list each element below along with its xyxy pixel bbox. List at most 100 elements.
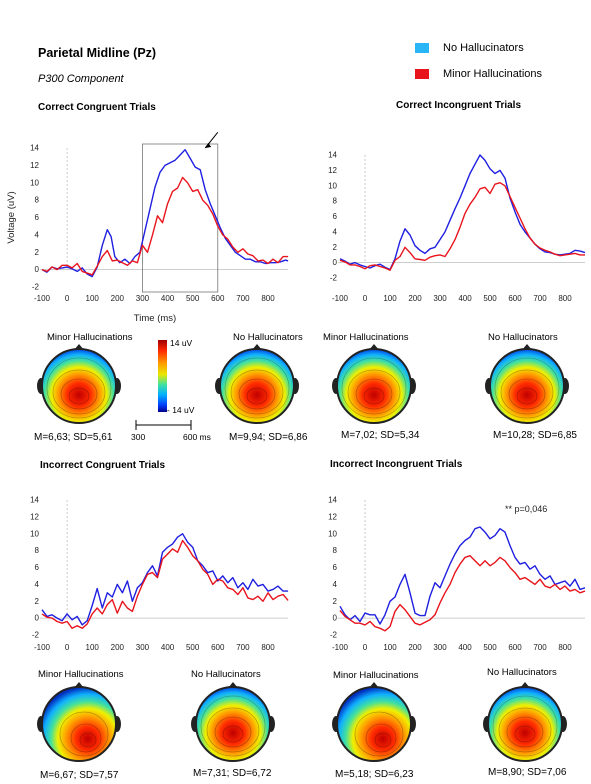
series-line-minor-hallucinations bbox=[41, 176, 289, 276]
x-tick-label: 600 bbox=[211, 643, 225, 652]
legend-swatch-red bbox=[415, 69, 429, 79]
y-tick-label: 2 bbox=[333, 243, 338, 252]
x-tick-label: 800 bbox=[261, 643, 275, 652]
p300-window-box bbox=[142, 143, 219, 293]
panel-title-incorrect-congruent: Incorrect Congruent Trials bbox=[40, 460, 166, 471]
y-axis-label: Voltage (uV) bbox=[6, 191, 17, 243]
stat-label: M=6,67; SD=7,57 bbox=[40, 770, 119, 781]
x-tick-label: 300 bbox=[136, 294, 150, 303]
legend-swatch-blue bbox=[415, 43, 429, 53]
x-tick-label: -100 bbox=[34, 294, 51, 303]
topomap-none-incorrect-congruent bbox=[190, 682, 276, 764]
topomap-label: No Hallucinators bbox=[487, 667, 557, 678]
stat-label: M=5,18; SD=6,23 bbox=[335, 769, 414, 780]
y-tick-label: 4 bbox=[333, 580, 338, 589]
y-tick-label: -2 bbox=[32, 631, 40, 640]
y-tick-label: 2 bbox=[333, 597, 338, 606]
topomap-minor-incorrect-incongruent bbox=[331, 682, 417, 764]
time-window-bracket bbox=[135, 420, 192, 430]
x-tick-label: 0 bbox=[363, 643, 368, 652]
page-title: Parietal Midline (Pz) bbox=[38, 46, 157, 60]
stat-label: M=6,63; SD=5,61 bbox=[34, 432, 113, 443]
y-tick-label: 4 bbox=[35, 580, 40, 589]
y-tick-label: 6 bbox=[333, 212, 338, 221]
erp-chart-correct-congruent: -2 0 2 4 6 8 10 12 14 -100 0 100 200 300 400 500 600 700 8… bbox=[6, 130, 289, 324]
stat-label: M=7,02; SD=5,34 bbox=[341, 430, 420, 441]
x-tick-label: 0 bbox=[65, 294, 70, 303]
x-tick-label: 100 bbox=[383, 643, 397, 652]
y-tick-label: 14 bbox=[328, 496, 337, 505]
series-line-minor-hallucinations bbox=[339, 554, 586, 632]
topomap-minor-correct-incongruent bbox=[331, 344, 417, 426]
y-tick-label: 2 bbox=[35, 248, 40, 257]
x-tick-label: 700 bbox=[533, 294, 547, 303]
stat-label: M=9,94; SD=6,86 bbox=[229, 432, 308, 443]
legend-label: Minor Hallucinations bbox=[443, 68, 543, 80]
x-tick-label: 600 bbox=[508, 643, 522, 652]
y-tick-label: -2 bbox=[330, 631, 338, 640]
y-tick-label: 14 bbox=[328, 151, 337, 160]
y-tick-label: 12 bbox=[30, 161, 39, 170]
topomap-label: Minor Hallucinations bbox=[333, 670, 419, 681]
y-tick-label: 10 bbox=[30, 529, 39, 538]
time-window-start: 300 bbox=[131, 432, 146, 442]
x-tick-label: 500 bbox=[186, 294, 200, 303]
y-tick-label: 8 bbox=[333, 197, 338, 206]
x-tick-label: 0 bbox=[65, 643, 70, 652]
x-tick-label: -100 bbox=[34, 643, 51, 652]
legend-item-no-hallucinators: No Hallucinators bbox=[415, 42, 524, 54]
y-tick-label: 14 bbox=[30, 144, 39, 153]
topomap-label: No Hallucinators bbox=[191, 669, 261, 680]
y-tick-label: -2 bbox=[330, 274, 338, 283]
x-axis-label: Time (ms) bbox=[134, 313, 176, 324]
x-tick-label: -100 bbox=[332, 294, 349, 303]
topomap-label: Minor Hallucinations bbox=[47, 332, 133, 343]
x-tick-label: 300 bbox=[136, 643, 150, 652]
series-line-no-hallucinators bbox=[339, 526, 586, 625]
y-tick-label: 6 bbox=[333, 563, 338, 572]
y-tick-label: 8 bbox=[35, 196, 40, 205]
x-tick-label: 700 bbox=[236, 294, 250, 303]
y-tick-label: 8 bbox=[333, 546, 338, 555]
y-tick-label: 14 bbox=[30, 496, 39, 505]
panel-title-correct-incongruent: Correct Incongruent Trials bbox=[396, 100, 522, 111]
y-tick-label: 10 bbox=[30, 178, 39, 187]
topomap-none-correct-congruent bbox=[214, 344, 300, 426]
x-tick-label: 400 bbox=[458, 294, 472, 303]
stat-label: M=7,31; SD=6,72 bbox=[193, 768, 272, 779]
legend-item-minor-hallucinations: Minor Hallucinations bbox=[415, 68, 542, 80]
x-tick-label: 100 bbox=[86, 294, 100, 303]
y-tick-label: 12 bbox=[30, 512, 39, 521]
y-tick-label: 2 bbox=[35, 597, 40, 606]
colorbar bbox=[158, 340, 167, 412]
panel-title-incorrect-incongruent: Incorrect Incongruent Trials bbox=[330, 459, 463, 470]
series-line-minor-hallucinations bbox=[339, 182, 585, 272]
x-tick-label: 700 bbox=[533, 643, 547, 652]
y-tick-label: 10 bbox=[328, 529, 337, 538]
y-tick-label: 0 bbox=[333, 614, 338, 623]
page-subtitle: P300 Component bbox=[38, 73, 124, 85]
x-tick-label: 600 bbox=[211, 294, 225, 303]
x-tick-label: -100 bbox=[332, 643, 349, 652]
topomap-minor-correct-congruent bbox=[36, 344, 122, 426]
y-tick-label: -2 bbox=[32, 283, 40, 292]
y-tick-label: 4 bbox=[35, 230, 40, 239]
y-tick-label: 8 bbox=[35, 546, 40, 555]
x-tick-label: 800 bbox=[558, 643, 572, 652]
x-tick-label: 300 bbox=[433, 294, 447, 303]
erp-chart-correct-incongruent: -2 0 2 4 6 8 10 12 14 -100 0 100 200 300 400 500 600 700 8… bbox=[328, 151, 586, 303]
legend-label: No Hallucinators bbox=[443, 42, 524, 54]
significance-annotation: ** p=0,046 bbox=[505, 504, 547, 514]
colorbar-min-label: - 14 uV bbox=[167, 405, 195, 415]
x-tick-label: 400 bbox=[161, 643, 175, 652]
y-tick-label: 6 bbox=[35, 213, 40, 222]
x-tick-label: 100 bbox=[383, 294, 397, 303]
x-tick-label: 0 bbox=[363, 294, 368, 303]
y-tick-label: 0 bbox=[333, 258, 338, 267]
topomap-none-correct-incongruent bbox=[484, 344, 570, 426]
time-window-end: 600 ms bbox=[183, 432, 211, 442]
x-tick-label: 600 bbox=[508, 294, 522, 303]
x-tick-label: 800 bbox=[558, 294, 572, 303]
x-tick-label: 400 bbox=[458, 643, 472, 652]
x-tick-label: 100 bbox=[86, 643, 100, 652]
